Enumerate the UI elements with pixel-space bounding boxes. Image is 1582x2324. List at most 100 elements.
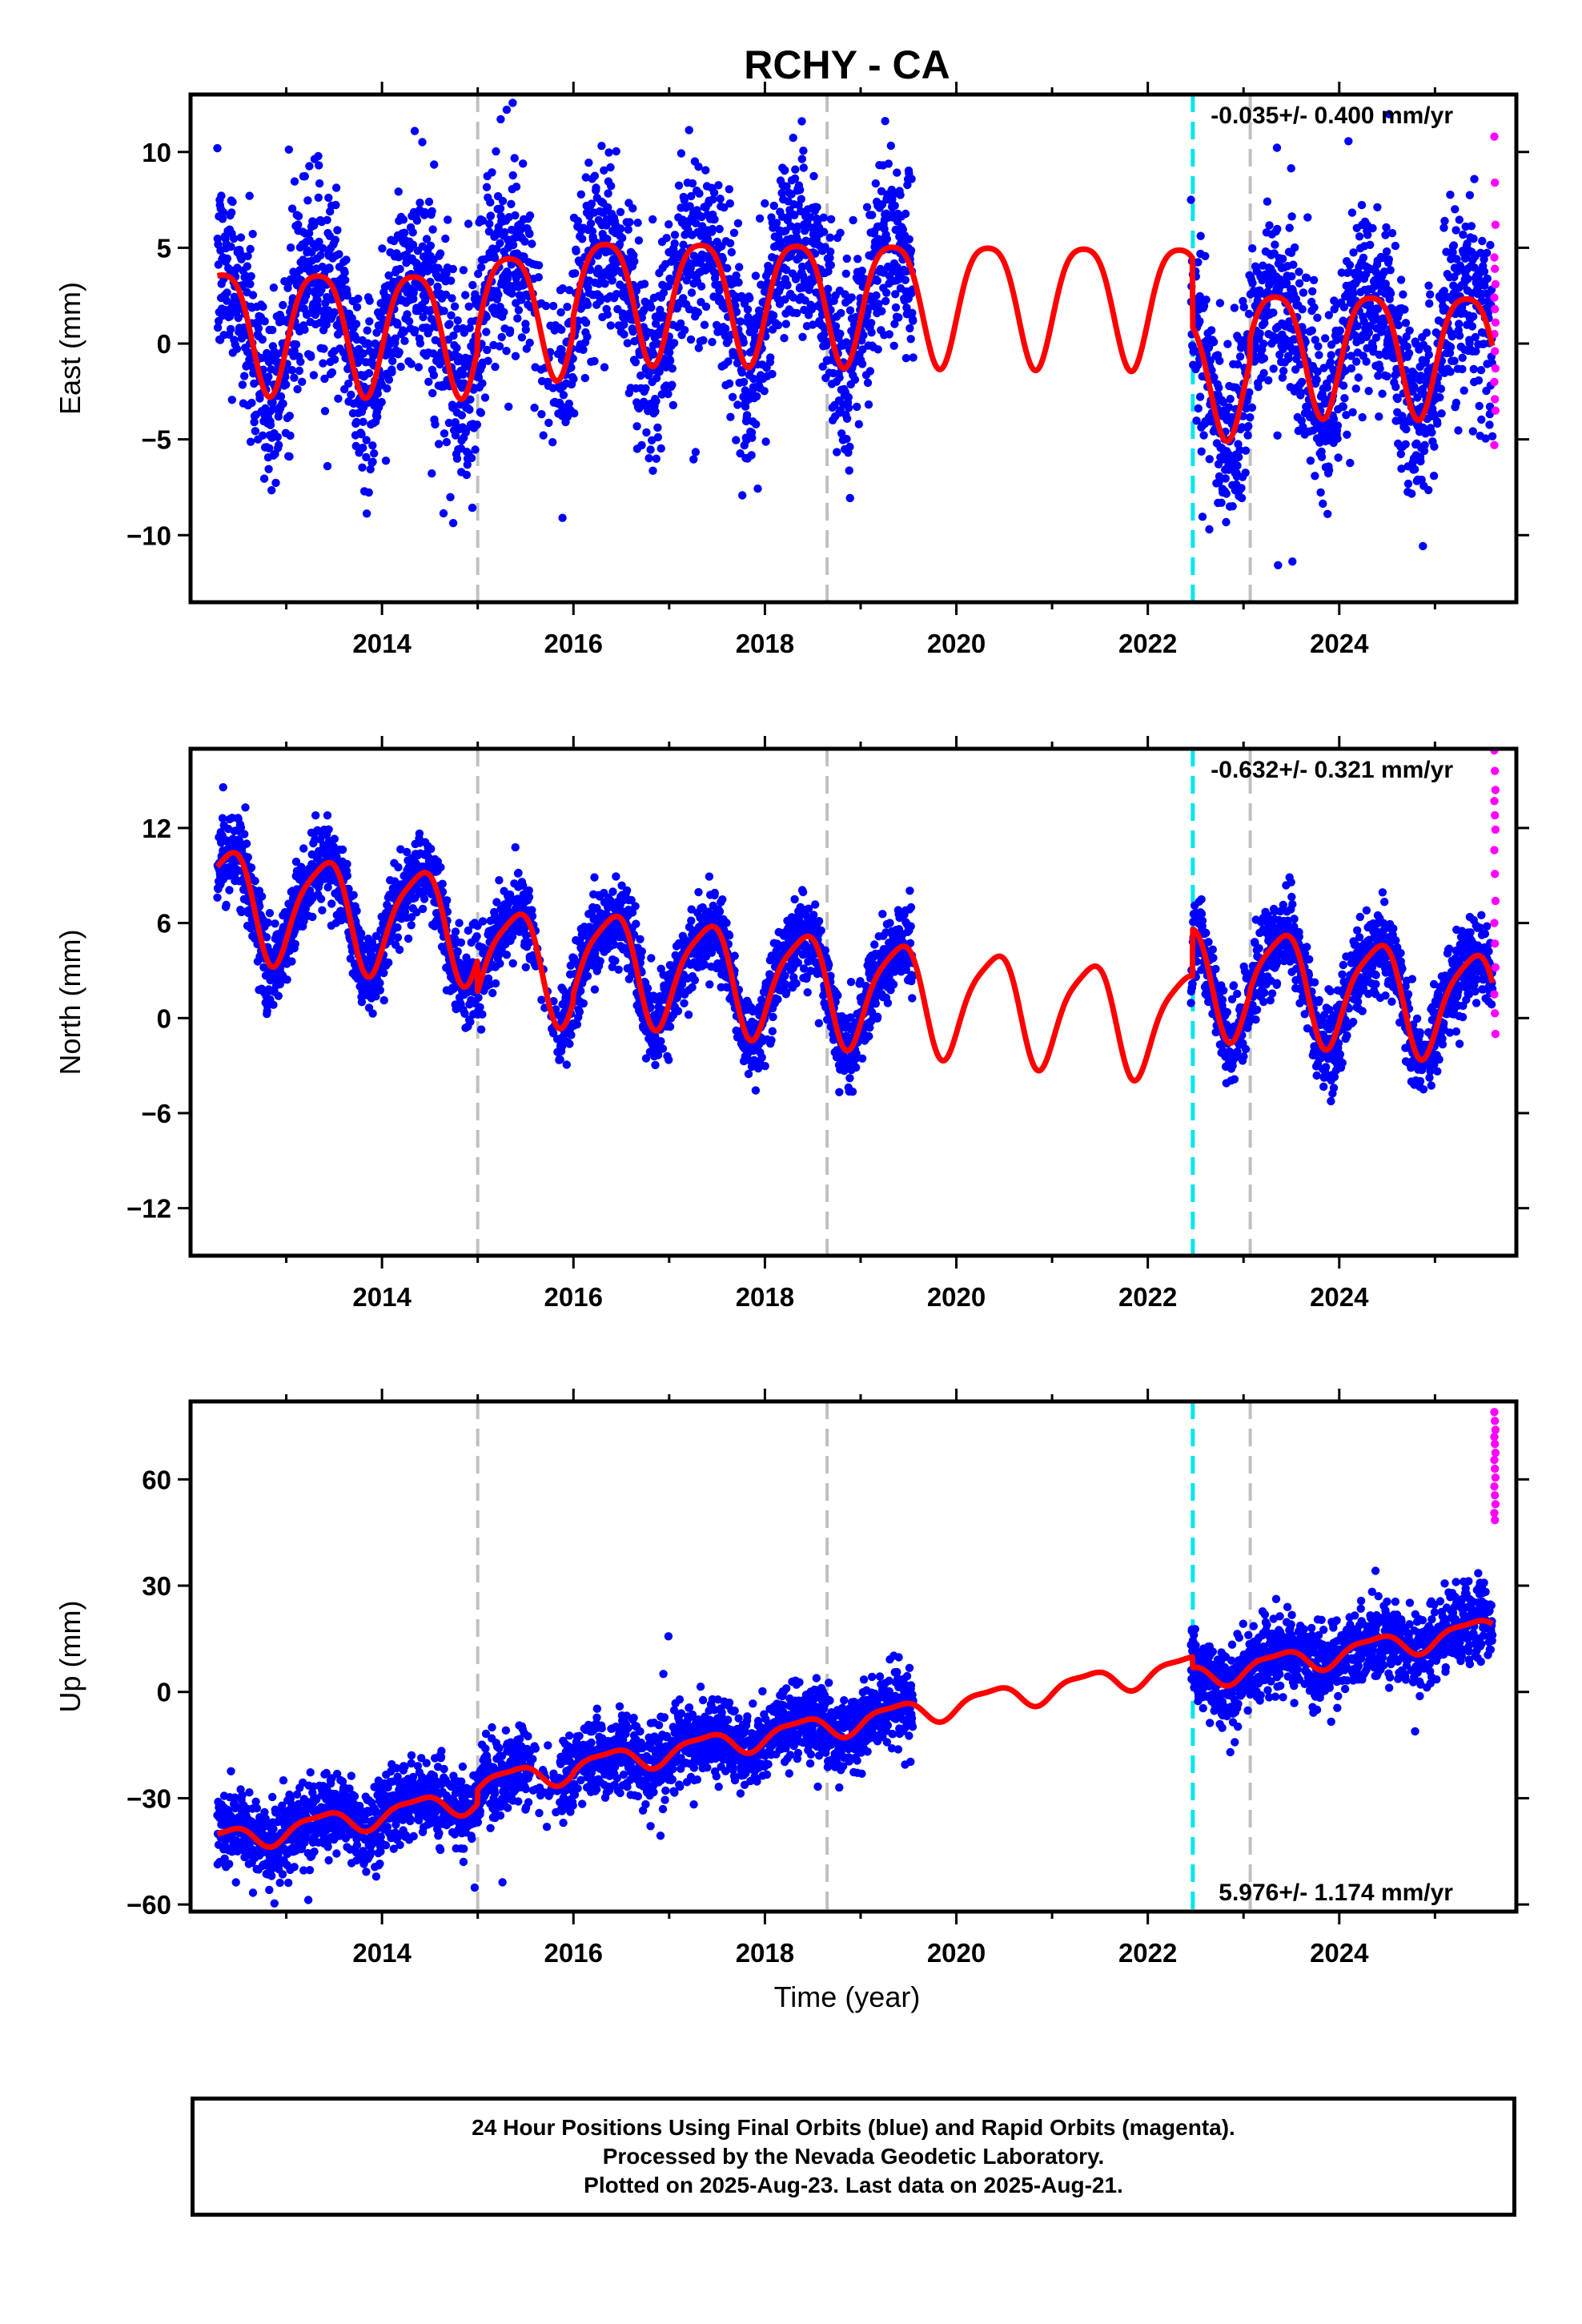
final-orbit-point — [447, 276, 456, 285]
final-orbit-point — [416, 199, 424, 207]
final-orbit-point — [694, 163, 703, 171]
final-orbit-point — [888, 195, 897, 204]
final-orbit-point — [313, 296, 322, 304]
final-orbit-point — [492, 898, 501, 907]
final-orbit-point — [701, 302, 711, 312]
final-orbit-point — [391, 334, 400, 343]
final-orbit-point — [694, 344, 703, 352]
final-orbit-point — [347, 314, 356, 323]
final-orbit-point — [743, 305, 753, 314]
rapid-orbit-point — [1491, 347, 1500, 356]
final-orbit-point — [1339, 402, 1348, 412]
y-tick-label: 10 — [142, 138, 171, 167]
final-orbit-point — [826, 247, 835, 256]
final-orbit-point — [508, 171, 517, 180]
final-orbit-point — [727, 247, 736, 257]
final-orbit-point — [1317, 452, 1327, 461]
final-orbit-point — [282, 380, 291, 389]
final-orbit-point — [476, 263, 486, 271]
final-orbit-point — [442, 437, 452, 447]
final-orbit-point — [682, 70, 690, 78]
final-orbit-point — [630, 257, 639, 266]
final-orbit-points — [213, 782, 1497, 1106]
final-orbit-point — [508, 99, 517, 107]
final-orbit-point — [422, 235, 432, 243]
final-orbit-point — [245, 191, 254, 200]
final-orbit-point — [844, 392, 853, 402]
final-orbit-point — [258, 335, 267, 344]
final-orbit-point — [789, 133, 797, 143]
final-orbit-point — [1459, 230, 1468, 239]
final-orbit-point — [1284, 354, 1293, 364]
final-orbit-point — [411, 326, 420, 335]
final-orbit-point — [1226, 395, 1235, 404]
final-orbit-point — [738, 491, 747, 500]
final-orbit-point — [459, 370, 468, 379]
final-orbit-point — [841, 269, 851, 278]
final-orbit-point — [478, 216, 488, 225]
final-orbit-point — [670, 231, 680, 239]
final-orbit-point — [429, 349, 438, 358]
final-orbit-point — [652, 374, 661, 383]
final-orbit-point — [1223, 340, 1232, 348]
final-orbit-point — [471, 445, 480, 454]
final-orbit-point — [1467, 222, 1476, 231]
final-orbit-point — [335, 250, 343, 259]
final-orbit-point — [514, 868, 523, 878]
final-orbit-point — [1416, 456, 1425, 466]
final-orbit-point — [439, 509, 448, 518]
final-orbit-point — [819, 227, 829, 236]
final-orbit-point — [451, 431, 460, 440]
final-orbit-point — [1215, 384, 1223, 392]
final-orbit-point — [330, 308, 339, 317]
final-orbit-point — [1363, 231, 1372, 239]
final-orbit-point — [496, 204, 505, 213]
final-orbit-point — [689, 455, 698, 464]
final-orbit-point — [1460, 386, 1468, 395]
final-orbit-point — [1344, 137, 1353, 146]
final-orbit-point — [680, 195, 689, 205]
final-orbit-point — [616, 224, 625, 233]
rapid-orbit-point — [1491, 364, 1500, 373]
final-orbit-point — [482, 183, 492, 191]
final-orbit-point — [449, 331, 458, 340]
final-orbit-point — [472, 420, 482, 429]
final-orbit-point — [324, 193, 333, 203]
final-orbit-point — [488, 988, 497, 998]
final-orbit-point — [845, 493, 854, 503]
final-orbit-point — [364, 488, 373, 497]
final-orbit-point — [1449, 241, 1459, 250]
final-orbit-point — [1302, 273, 1311, 283]
final-orbit-point — [544, 418, 553, 428]
final-orbit-point — [656, 444, 665, 453]
final-orbit-point — [1335, 326, 1345, 335]
final-orbit-point — [668, 380, 677, 389]
final-orbit-point — [414, 363, 424, 372]
final-orbit-point — [881, 117, 889, 126]
final-orbit-point — [1450, 356, 1459, 365]
final-orbit-point — [1285, 223, 1294, 232]
final-orbit-point — [1279, 255, 1287, 263]
final-orbit-point — [782, 182, 791, 191]
final-orbit-point — [331, 235, 339, 244]
final-orbit-point — [636, 371, 645, 380]
final-orbit-point — [365, 296, 374, 305]
final-orbit-point — [1271, 240, 1279, 249]
final-orbit-point — [657, 390, 666, 399]
final-orbit-point — [287, 366, 296, 375]
final-orbit-point — [1401, 440, 1410, 448]
final-orbit-point — [324, 825, 333, 834]
final-orbit-point — [384, 271, 393, 280]
final-orbit-point — [1399, 290, 1407, 299]
final-orbit-point — [586, 265, 595, 275]
final-orbit-point — [1205, 455, 1215, 464]
final-orbit-point — [232, 344, 242, 353]
final-orbit-point — [564, 286, 574, 295]
final-orbit-point — [604, 148, 613, 157]
final-orbit-point — [223, 254, 232, 263]
final-orbit-point — [478, 379, 487, 388]
final-orbit-point — [671, 249, 680, 258]
rapid-orbit-point — [1490, 132, 1499, 141]
final-orbit-point — [644, 454, 653, 463]
final-orbit-point — [251, 427, 260, 436]
